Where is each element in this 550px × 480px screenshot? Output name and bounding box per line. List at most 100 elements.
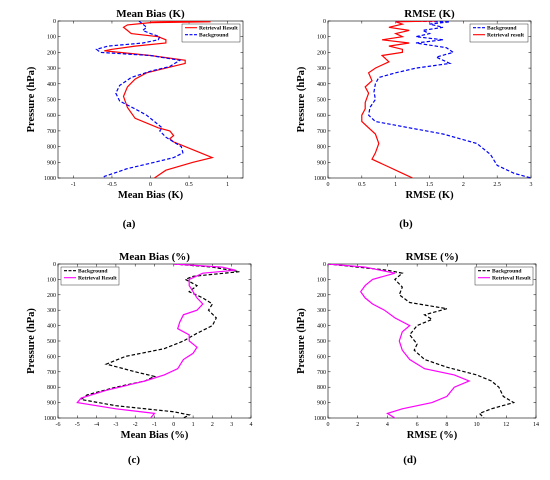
panel-c: -6 -5 -4 -3 -2 -1 0 1 2 3 4 0 100 200 300 400 500 600 700 8… bbox=[26, 251, 253, 466]
y-tick-label: 1000 bbox=[314, 416, 326, 422]
legend-entry: Background bbox=[492, 269, 522, 275]
y-axis-label: Pressure (hPa) bbox=[26, 66, 37, 132]
x-tick-label: 2.5 bbox=[493, 182, 501, 188]
x-tick-label: -2 bbox=[133, 422, 138, 428]
y-tick-label: 800 bbox=[47, 385, 56, 391]
y-tick-label: 500 bbox=[47, 339, 56, 345]
y-tick-label: 0 bbox=[53, 19, 56, 25]
y-tick-label: 0 bbox=[323, 262, 326, 268]
x-tick-label: 0.5 bbox=[185, 182, 193, 188]
chart-title: RMSE (K) bbox=[404, 8, 455, 20]
y-tick-label: 600 bbox=[317, 113, 326, 119]
y-tick-label: 900 bbox=[47, 160, 56, 166]
x-tick-label: 4 bbox=[386, 422, 389, 428]
x-tick-label: -4 bbox=[94, 422, 99, 428]
y-tick-label: 100 bbox=[317, 277, 326, 283]
y-tick-label: 300 bbox=[317, 66, 326, 72]
y-tick-label: 900 bbox=[317, 160, 326, 166]
legend-entry: Retrieval Result bbox=[492, 276, 531, 282]
y-tick-label: 300 bbox=[47, 308, 56, 314]
series-line-1 bbox=[79, 264, 240, 418]
series-line-1 bbox=[367, 21, 531, 178]
x-axis-label: Mean Bias (%) bbox=[121, 430, 189, 441]
x-tick-label: -6 bbox=[56, 422, 61, 428]
y-axis-label: Pressure (hPa) bbox=[296, 66, 307, 132]
y-tick-label: 800 bbox=[317, 385, 326, 391]
y-axis-label: Pressure (hPa) bbox=[296, 308, 307, 374]
y-tick-label: 700 bbox=[47, 129, 56, 135]
y-tick-label: 100 bbox=[317, 35, 326, 41]
y-tick-label: 600 bbox=[47, 354, 56, 360]
series-line-2 bbox=[361, 21, 437, 178]
x-tick-label: 1.5 bbox=[426, 182, 434, 188]
y-tick-label: 700 bbox=[317, 129, 326, 135]
x-tick-label: 6 bbox=[416, 422, 419, 428]
chart-title: Mean Bias (K) bbox=[116, 8, 185, 20]
x-axis-label: RMSE (%) bbox=[407, 430, 458, 441]
x-tick-label: -0.5 bbox=[107, 182, 117, 188]
x-tick-label: -5 bbox=[75, 422, 80, 428]
y-tick-label: 200 bbox=[317, 293, 326, 299]
y-tick-label: 200 bbox=[47, 293, 56, 299]
chart-title: RMSE (%) bbox=[406, 251, 459, 263]
panel-d: 0 2 4 6 8 10 12 14 0 100 200 300 400 500 600 700 800 900 1… bbox=[296, 251, 539, 466]
x-tick-label: 2 bbox=[356, 422, 359, 428]
y-tick-label: 0 bbox=[323, 19, 326, 25]
x-tick-label: -3 bbox=[113, 422, 118, 428]
y-tick-label: 900 bbox=[317, 401, 326, 407]
panel-caption: (d) bbox=[403, 454, 417, 466]
y-tick-label: 800 bbox=[47, 145, 56, 151]
legend-box bbox=[474, 266, 534, 286]
y-tick-label: 800 bbox=[317, 145, 326, 151]
x-tick-label: 8 bbox=[445, 422, 448, 428]
legend-entry: Background bbox=[199, 33, 229, 39]
x-tick-label: 3 bbox=[230, 422, 233, 428]
legend-entry: Background bbox=[78, 269, 108, 275]
legend-entry: Retrieval Result bbox=[78, 276, 117, 282]
panel-caption: (b) bbox=[399, 218, 413, 230]
y-tick-label: 500 bbox=[317, 98, 326, 104]
legend-box bbox=[181, 23, 241, 43]
panel-a: -1 -0.5 0 0.5 1 0 100 200 300 400 500 600 700 800 900 1… bbox=[26, 8, 244, 230]
y-tick-label: 700 bbox=[47, 370, 56, 376]
y-tick-label: 600 bbox=[317, 354, 326, 360]
x-tick-label: 0 bbox=[149, 182, 152, 188]
y-tick-label: 1000 bbox=[44, 176, 56, 182]
x-tick-label: 2 bbox=[211, 422, 214, 428]
legend-entry: Retrieval Result bbox=[199, 26, 238, 32]
y-axis-label: Pressure (hPa) bbox=[26, 308, 37, 374]
y-tick-label: 1000 bbox=[44, 416, 56, 422]
y-tick-label: 300 bbox=[47, 66, 56, 72]
series-line-2 bbox=[328, 264, 471, 418]
x-tick-label: 1 bbox=[226, 182, 229, 188]
y-tick-label: 100 bbox=[47, 35, 56, 41]
x-axis-label: RMSE (K) bbox=[405, 190, 454, 201]
plot-frame bbox=[327, 263, 537, 419]
x-tick-label: 2 bbox=[462, 182, 465, 188]
x-tick-label: 1 bbox=[192, 422, 195, 428]
x-tick-label: 0 bbox=[327, 182, 330, 188]
y-tick-label: 400 bbox=[317, 82, 326, 88]
y-tick-label: 500 bbox=[47, 98, 56, 104]
x-tick-label: 0.5 bbox=[358, 182, 366, 188]
x-tick-label: 0 bbox=[172, 422, 175, 428]
y-tick-label: 400 bbox=[317, 324, 326, 330]
legend-box bbox=[469, 23, 529, 43]
panel-b: 0 0.5 1 1.5 2 2.5 3 0 100 200 300 400 500 600 700 800 90… bbox=[296, 8, 533, 230]
y-tick-label: 400 bbox=[47, 82, 56, 88]
series-line-1 bbox=[328, 264, 516, 418]
series-line-2 bbox=[95, 21, 184, 178]
x-axis-label: Mean Bias (K) bbox=[118, 190, 184, 201]
chart-title: Mean Bias (%) bbox=[119, 251, 190, 263]
x-tick-label: 10 bbox=[474, 422, 480, 428]
x-tick-label: 1 bbox=[394, 182, 397, 188]
x-tick-label: 0 bbox=[327, 422, 330, 428]
legend-entry: Background bbox=[487, 26, 517, 32]
x-tick-label: 3 bbox=[530, 182, 533, 188]
legend-box bbox=[60, 266, 120, 286]
y-tick-label: 700 bbox=[317, 370, 326, 376]
panel-caption: (a) bbox=[123, 218, 136, 230]
x-tick-label: 12 bbox=[503, 422, 509, 428]
x-tick-label: 14 bbox=[533, 422, 539, 428]
